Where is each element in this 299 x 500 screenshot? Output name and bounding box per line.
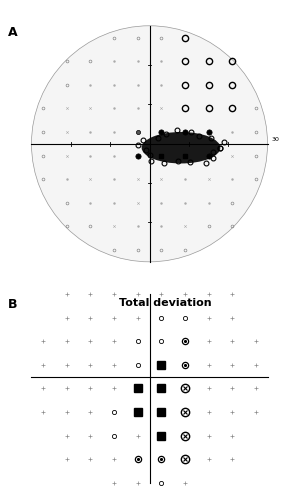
- Ellipse shape: [142, 132, 220, 164]
- Circle shape: [31, 26, 268, 262]
- Text: A: A: [8, 26, 18, 39]
- Text: 30: 30: [271, 137, 279, 142]
- Text: B: B: [8, 298, 17, 311]
- Text: Total deviation: Total deviation: [119, 298, 212, 308]
